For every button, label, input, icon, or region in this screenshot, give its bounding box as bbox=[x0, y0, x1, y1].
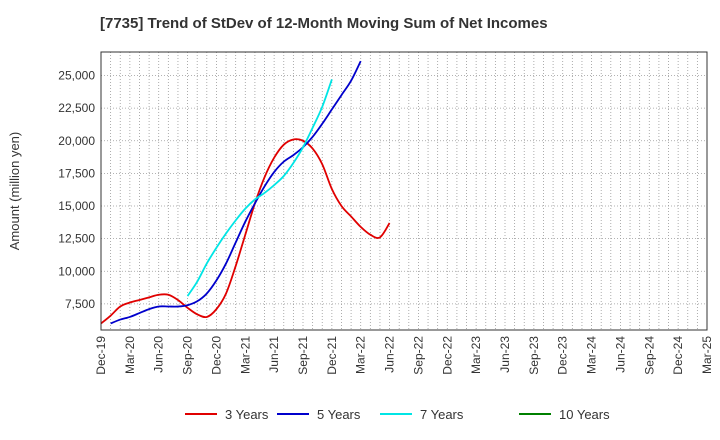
x-tick-label: Dec-20 bbox=[209, 336, 223, 375]
x-tick-label: Sep-21 bbox=[296, 336, 310, 375]
y-tick-label: 20,000 bbox=[58, 134, 95, 148]
series-line-3-years bbox=[100, 138, 391, 325]
x-tick-label: Dec-19 bbox=[94, 336, 108, 375]
series-lines bbox=[100, 60, 391, 325]
y-tick-label: 17,500 bbox=[58, 166, 95, 180]
x-tick-label: Mar-25 bbox=[700, 336, 714, 374]
y-tick-label: 15,000 bbox=[58, 199, 95, 213]
x-tick-label: Sep-24 bbox=[642, 336, 656, 375]
y-tick-label: 7,500 bbox=[65, 297, 95, 311]
legend: 3 Years 5 Years 7 Years 10 Years bbox=[185, 407, 610, 422]
plot-frame bbox=[100, 51, 708, 331]
x-tick-label: Jun-22 bbox=[383, 336, 397, 373]
x-tick-label: Sep-20 bbox=[181, 336, 195, 375]
y-tick-label: 10,000 bbox=[58, 264, 95, 278]
grid bbox=[101, 52, 707, 330]
legend-label-10-years: 10 Years bbox=[559, 407, 610, 422]
x-tick-label: Sep-22 bbox=[411, 336, 425, 375]
series-line-5-years bbox=[110, 60, 362, 325]
legend-label-7-years: 7 Years bbox=[420, 407, 464, 422]
x-tick-label: Jun-20 bbox=[152, 336, 166, 373]
x-tick-label: Dec-23 bbox=[556, 336, 570, 375]
legend-label-5-years: 5 Years bbox=[317, 407, 361, 422]
legend-label-3-years: 3 Years bbox=[225, 407, 269, 422]
x-tick-label: Mar-22 bbox=[354, 336, 368, 374]
y-tick-label: 12,500 bbox=[58, 232, 95, 246]
x-tick-label: Mar-21 bbox=[238, 336, 252, 374]
x-tick-label: Jun-24 bbox=[613, 336, 627, 373]
x-tick-label: Mar-23 bbox=[469, 336, 483, 374]
x-tick-label: Mar-24 bbox=[585, 336, 599, 374]
x-tick-label: Jun-21 bbox=[267, 336, 281, 373]
x-tick-label: Sep-23 bbox=[527, 336, 541, 375]
y-axis-label: Amount (million yen) bbox=[7, 132, 22, 251]
x-tick-label: Dec-24 bbox=[671, 336, 685, 375]
x-tick-label: Dec-21 bbox=[325, 336, 339, 375]
y-tick-label: 25,000 bbox=[58, 68, 95, 82]
x-tick-labels: Dec-19 Mar-20 Jun-20 Sep-20 Dec-20 Mar-21 Jun-… bbox=[94, 336, 714, 375]
chart-title: [7735] Trend of StDev of 12-Month Moving… bbox=[100, 15, 548, 32]
y-tick-label: 22,500 bbox=[58, 101, 95, 115]
x-tick-label: Dec-22 bbox=[440, 336, 454, 375]
x-tick-label: Jun-23 bbox=[498, 336, 512, 373]
x-tick-label: Mar-20 bbox=[123, 336, 137, 374]
series-line-7-years bbox=[186, 79, 333, 297]
y-tick-labels: 7,500 10,000 12,500 15,000 17,500 20,000 22,50… bbox=[58, 68, 95, 310]
